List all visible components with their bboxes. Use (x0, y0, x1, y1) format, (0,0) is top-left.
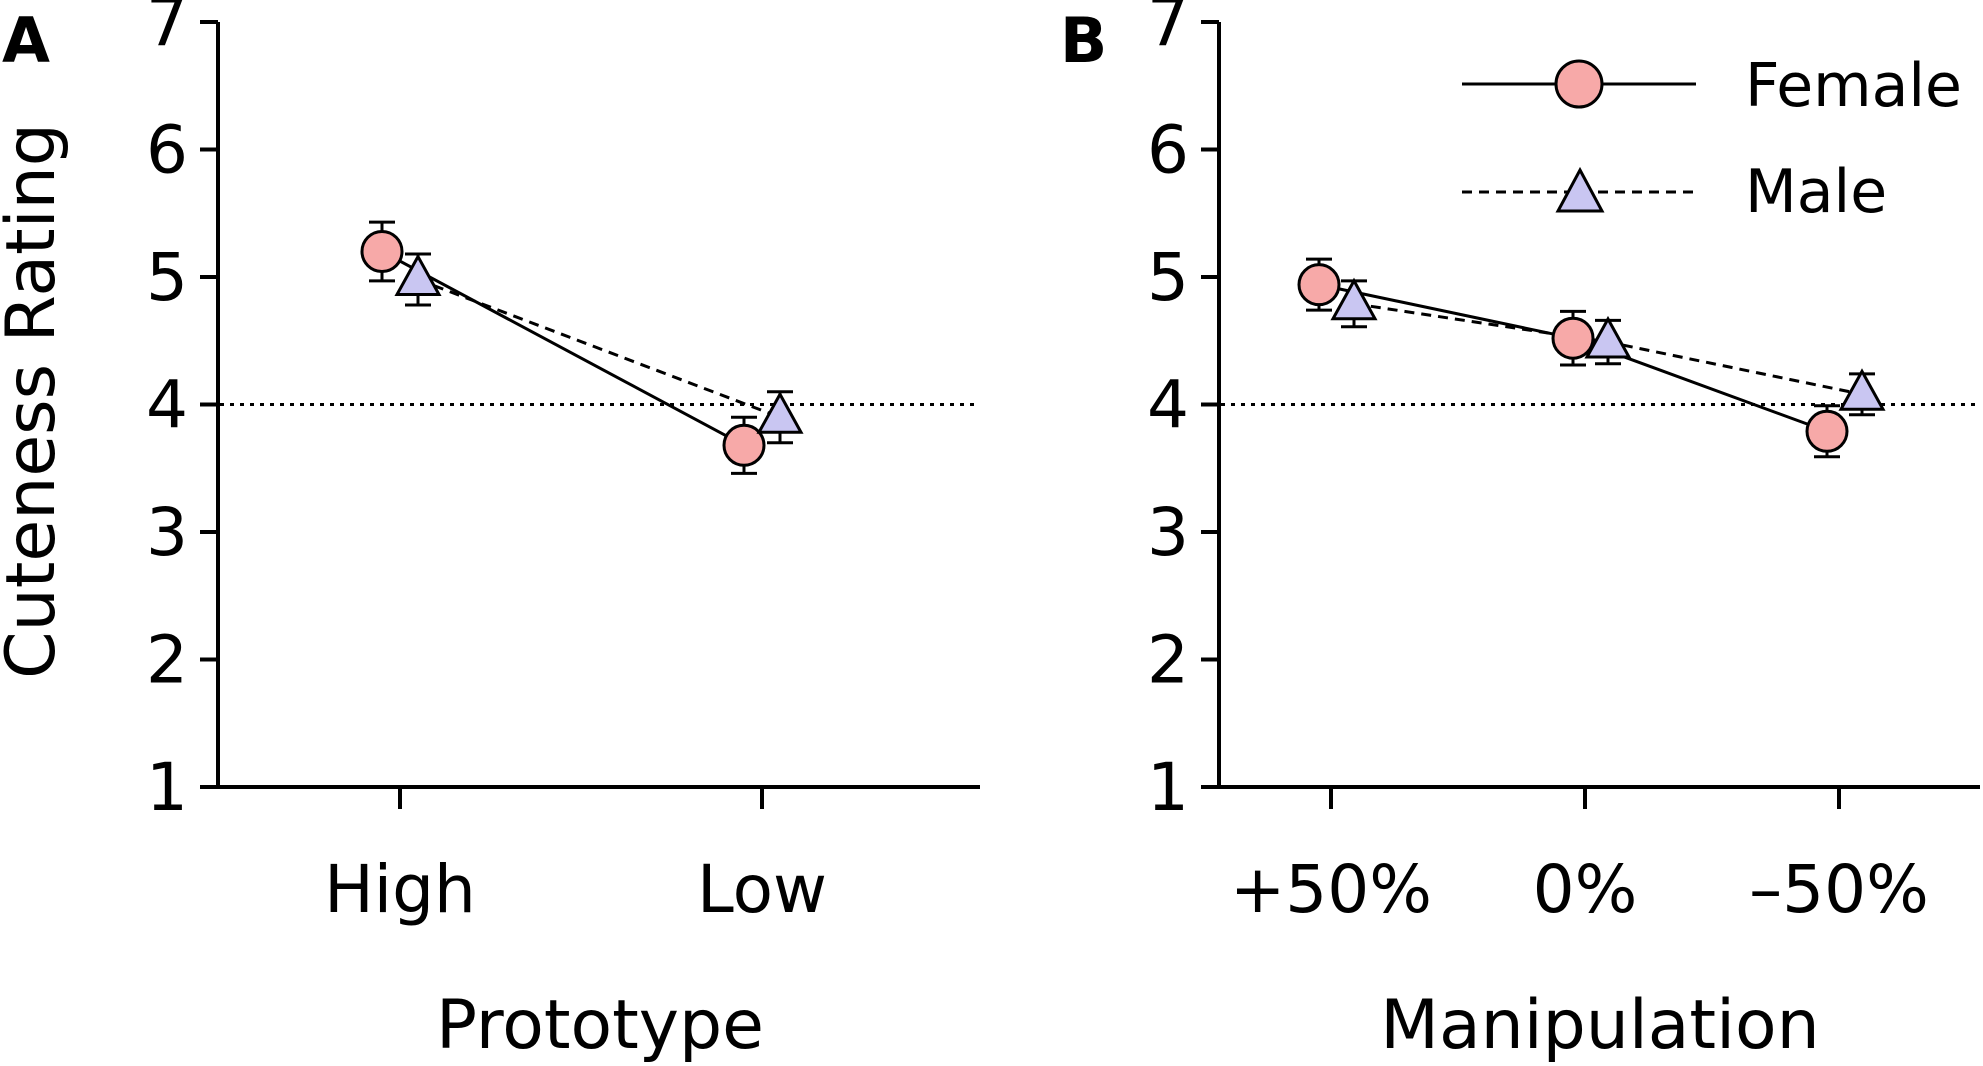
panel-b-y-tick-label: 5 (1147, 239, 1189, 316)
male-marker (394, 253, 442, 297)
female-marker (360, 230, 404, 273)
panel-b-y-tick-label: 3 (1147, 494, 1189, 571)
panel-a-y-ticks: 1 2 3 4 5 6 7 (146, 0, 218, 826)
panel-a-x-axis-title: Prototype (436, 986, 764, 1065)
panel-b-male-point (1330, 277, 1378, 329)
panel-b-female-point (1805, 404, 1849, 459)
panel-a-y-tick-label: 4 (146, 367, 188, 444)
panel-a-y-tick-label: 6 (146, 112, 188, 189)
y-axis-title: Cuteness Rating (0, 123, 71, 679)
legend-item-female: Female (1462, 51, 1962, 121)
female-marker (1805, 409, 1849, 453)
panel-b-x-tick-label: –50% (1749, 851, 1929, 928)
panel-a-x-ticks: High Low (324, 787, 827, 928)
panel-b-series (1297, 257, 1886, 459)
panel-a-y-tick-label: 1 (146, 749, 188, 826)
female-marker (1297, 263, 1341, 307)
panel-b-female-point (1551, 309, 1595, 367)
panel-b-male-point (1584, 315, 1632, 366)
female-marker (1551, 316, 1595, 360)
legend-male-marker (1555, 166, 1605, 213)
panel-b-male-point (1838, 368, 1886, 417)
male-marker (1330, 277, 1378, 321)
panel-a-female-point (360, 220, 404, 283)
panel-a-y-tick-label: 2 (146, 622, 188, 699)
panel-b-y-tick-label: 1 (1147, 749, 1189, 826)
panel-b-y-tick-label: 7 (1147, 0, 1189, 61)
panel-a-female-series-line (381, 250, 745, 447)
panel-b-x-tick-label: 0% (1533, 851, 1638, 928)
panel-a-x-tick-label: High (324, 851, 476, 928)
panel-a-female-point (722, 415, 766, 475)
male-marker (756, 391, 804, 434)
panel-a-y-tick-label: 3 (146, 494, 188, 571)
panel-a-y-tick-label: 7 (146, 0, 188, 61)
panel-b-x-tick-label: +50% (1230, 851, 1432, 928)
panel-label-b: B (1060, 4, 1107, 77)
male-marker (1584, 315, 1632, 359)
panel-b: B 1 2 3 4 5 6 7 +50% 0% –50% Manipulation Female… (1060, 0, 1980, 1065)
panel-b-y-tick-label: 6 (1147, 112, 1189, 189)
legend-female-label: Female (1745, 51, 1962, 121)
legend-female-marker (1554, 59, 1604, 109)
panel-b-x-axis-title: Manipulation (1380, 986, 1819, 1065)
legend-male-label: Male (1745, 157, 1887, 227)
panel-b-y-tick-label: 4 (1147, 367, 1189, 444)
panel-b-y-tick-label: 2 (1147, 622, 1189, 699)
panel-a: A 1 2 3 4 5 6 7 High Low Prototype (2, 0, 980, 1065)
panel-a-male-point (756, 390, 804, 445)
legend-item-male: Male (1462, 157, 1887, 227)
male-marker (1838, 368, 1886, 411)
panel-a-x-tick-label: Low (697, 851, 827, 928)
panel-a-y-tick-label: 5 (146, 239, 188, 316)
legend: Female Male (1462, 51, 1962, 227)
panel-a-series (360, 220, 804, 475)
panel-b-female-point (1297, 257, 1341, 312)
panel-b-y-ticks: 1 2 3 4 5 6 7 (1147, 0, 1219, 826)
female-marker (722, 423, 766, 467)
panel-a-male-point (394, 252, 442, 307)
panel-label-a: A (2, 4, 50, 77)
panel-a-male-series-line (417, 278, 781, 419)
panel-b-x-ticks: +50% 0% –50% (1230, 787, 1929, 928)
